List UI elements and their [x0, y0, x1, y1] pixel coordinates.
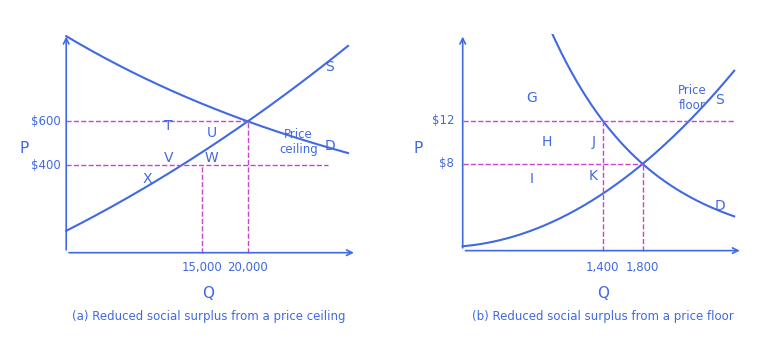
Text: 15,000: 15,000 — [182, 262, 223, 274]
Text: W: W — [205, 151, 218, 165]
Text: Price
floor: Price floor — [678, 84, 707, 112]
Text: 1,800: 1,800 — [626, 262, 659, 274]
Text: T: T — [165, 119, 173, 133]
Text: H: H — [542, 135, 552, 149]
Text: 20,000: 20,000 — [228, 262, 268, 274]
Text: P: P — [20, 141, 28, 156]
Text: V: V — [164, 151, 173, 165]
Text: I: I — [530, 172, 534, 186]
Text: $12: $12 — [432, 114, 454, 127]
Text: Q: Q — [597, 286, 608, 301]
Text: S: S — [714, 93, 723, 107]
Text: J: J — [591, 135, 595, 149]
Text: K: K — [589, 169, 598, 183]
Text: $400: $400 — [30, 159, 60, 172]
Text: X: X — [142, 172, 152, 186]
Text: D: D — [324, 139, 335, 152]
Text: (b) Reduced social surplus from a price floor: (b) Reduced social surplus from a price … — [472, 310, 733, 322]
Text: $600: $600 — [30, 115, 60, 128]
Text: $8: $8 — [439, 158, 454, 170]
Text: 1,400: 1,400 — [586, 262, 619, 274]
Text: (a) Reduced social surplus from a price ceiling: (a) Reduced social surplus from a price … — [72, 310, 346, 322]
Text: S: S — [324, 59, 334, 74]
Text: D: D — [714, 199, 725, 213]
Text: Price
ceiling: Price ceiling — [279, 128, 318, 156]
Text: G: G — [526, 91, 537, 105]
Text: U: U — [207, 126, 217, 140]
Text: Q: Q — [203, 286, 215, 301]
Text: P: P — [413, 141, 423, 156]
